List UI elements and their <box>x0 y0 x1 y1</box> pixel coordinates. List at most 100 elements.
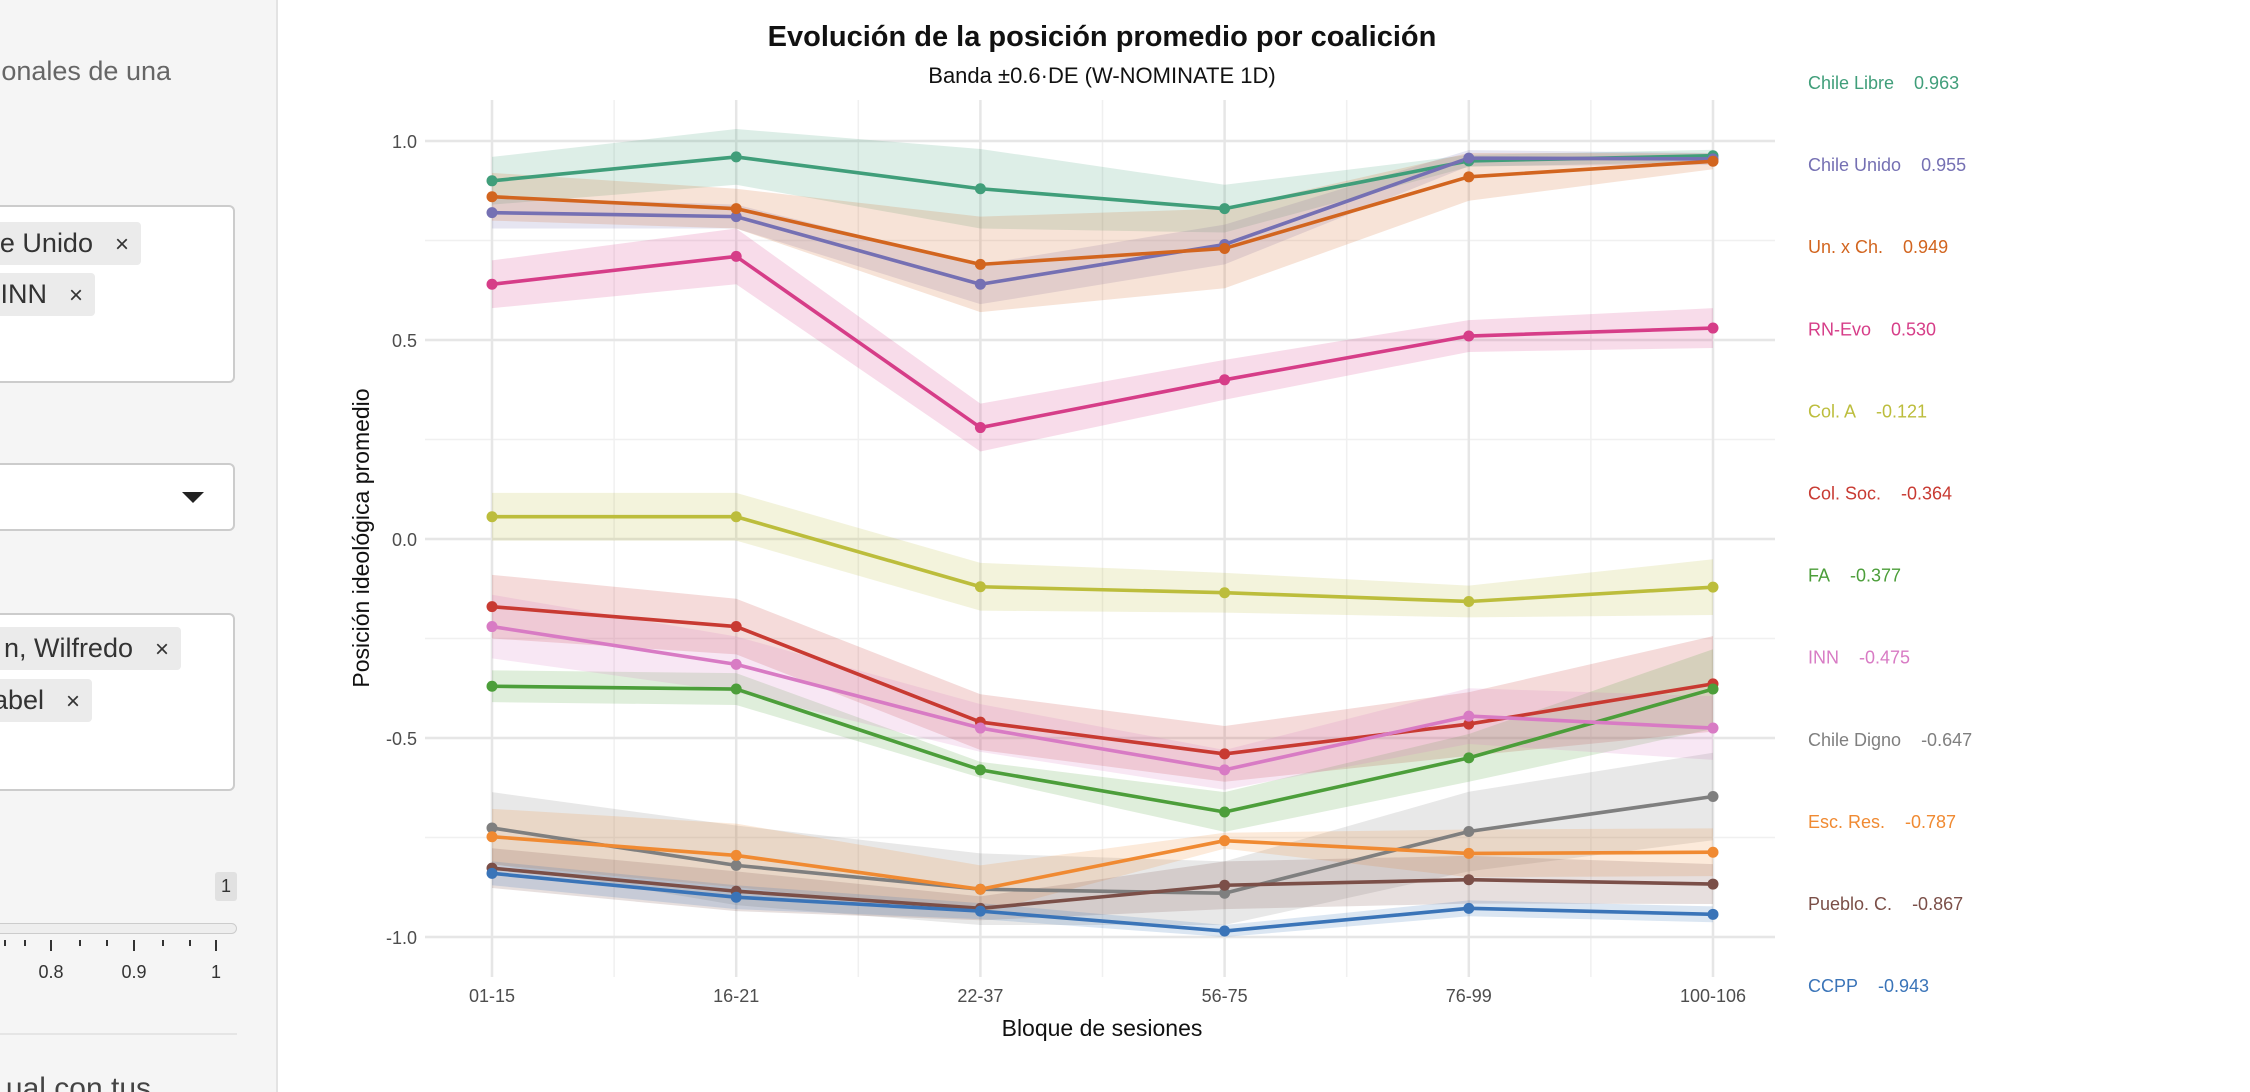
data-point <box>1707 791 1719 803</box>
series-line-4 <box>492 514 1714 604</box>
legend-entry: Col. Soc. -0.364 <box>1808 484 1952 504</box>
x-tick-label: 56-75 <box>1202 986 1248 1006</box>
coalition-tag: e Unido × <box>0 222 141 265</box>
data-point <box>730 211 742 223</box>
slider-minor-tick <box>24 940 26 946</box>
data-point <box>1707 155 1719 167</box>
data-point <box>486 680 498 692</box>
legend-entry: Pueblo. C. -0.867 <box>1808 894 1963 914</box>
data-point <box>1219 879 1231 891</box>
slider-minor-tick <box>162 940 164 946</box>
data-point <box>486 278 498 290</box>
legend-entry: Chile Unido 0.955 <box>1808 155 1966 175</box>
divider <box>0 1033 237 1035</box>
remove-tag-icon[interactable]: × <box>114 231 129 258</box>
data-point <box>486 175 498 187</box>
legend-value: -0.121 <box>1876 401 1927 421</box>
slider-tick-label: 0.9 <box>121 962 147 982</box>
data-point <box>974 722 986 734</box>
series-line-3 <box>491 254 1714 430</box>
data-point <box>1219 587 1231 599</box>
tag-label: abel <box>0 685 44 715</box>
data-point <box>1463 874 1475 886</box>
y-tick-label: 0.0 <box>392 530 417 550</box>
chart-subtitle: Banda ±0.6·DE (W-NOMINATE 1D) <box>928 63 1275 88</box>
slider-tick-label: 0.8 <box>38 962 64 982</box>
data-point <box>1463 826 1475 838</box>
caret-down-icon <box>182 492 204 503</box>
data-point <box>1707 878 1719 890</box>
x-tick-label: 16-21 <box>713 986 759 1006</box>
data-point <box>974 422 986 434</box>
data-point <box>486 207 498 219</box>
data-point <box>1463 710 1475 722</box>
band-6 <box>492 649 1713 832</box>
data-point <box>1463 752 1475 764</box>
band-1 <box>492 150 1713 305</box>
data-point <box>730 683 742 695</box>
coalition-multiselect[interactable]: e Unido × INN × <box>0 205 235 383</box>
legend-name: FA <box>1808 566 1830 586</box>
legend-entry: Un. x Ch. 0.949 <box>1808 237 1948 257</box>
data-point <box>486 511 498 523</box>
data-point <box>730 250 742 262</box>
data-point <box>486 831 498 843</box>
data-point <box>1707 683 1719 695</box>
data-point <box>974 278 986 290</box>
legend-name: RN-Evo <box>1808 319 1871 339</box>
data-point <box>730 891 742 903</box>
data-point <box>1219 835 1231 847</box>
data-point <box>730 849 742 861</box>
legend-name: INN <box>1808 648 1839 668</box>
remove-tag-icon[interactable]: × <box>65 688 80 715</box>
legend-entry: FA -0.377 <box>1808 566 1901 586</box>
remove-tag-icon[interactable]: × <box>68 282 83 309</box>
y-tick-label: 1.0 <box>392 132 417 152</box>
slider-major-tick <box>133 940 135 951</box>
band-7 <box>492 594 1713 790</box>
series-line-7 <box>491 624 1714 772</box>
legend-name: Col. Soc. <box>1808 484 1881 504</box>
series-line-2 <box>491 159 1714 267</box>
data-point <box>1219 374 1231 386</box>
x-tick-label: 76-99 <box>1446 986 1492 1006</box>
x-tick-label: 01-15 <box>469 986 515 1006</box>
data-point <box>1219 925 1231 937</box>
slider-track[interactable] <box>0 923 237 934</box>
remove-tag-icon[interactable]: × <box>154 636 169 663</box>
data-point <box>974 764 986 776</box>
data-point <box>730 859 742 871</box>
data-point <box>1463 718 1475 730</box>
legend-value: -0.787 <box>1905 812 1956 832</box>
legend-value: -0.364 <box>1901 484 1952 504</box>
band-11 <box>492 861 1713 937</box>
x-tick-label: 22-37 <box>957 986 1003 1006</box>
y-axis-title: Posición ideológica promedio <box>348 388 374 687</box>
band-3 <box>492 228 1713 452</box>
slider-minor-tick <box>106 940 108 946</box>
tag-label: INN <box>0 279 47 309</box>
legislator-multiselect[interactable]: n, Wilfredo × abel × <box>0 613 235 791</box>
legend-entry: RN-Evo 0.530 <box>1808 319 1936 339</box>
data-point <box>486 191 498 203</box>
data-point <box>1707 581 1719 593</box>
slider-minor-tick <box>189 940 191 946</box>
y-tick-label: 0.5 <box>392 331 417 351</box>
series-line-8 <box>491 794 1714 896</box>
data-point <box>974 581 986 593</box>
legend-value: 0.963 <box>1914 73 1959 93</box>
slider-major-tick <box>50 940 52 951</box>
band-4 <box>492 492 1713 618</box>
lines <box>491 153 1714 933</box>
coalition-tag: INN × <box>0 273 95 316</box>
data-point <box>1707 322 1719 334</box>
select-dropdown[interactable] <box>0 463 235 531</box>
data-point <box>486 601 498 613</box>
legislator-tag: abel × <box>0 679 92 722</box>
legend-entry: Chile Digno -0.647 <box>1808 730 1972 750</box>
data-point <box>974 183 986 195</box>
y-tick-label: -0.5 <box>386 729 417 749</box>
legend-value: -0.867 <box>1912 894 1963 914</box>
data-point <box>1463 847 1475 859</box>
tag-label: n, Wilfredo <box>3 633 133 663</box>
